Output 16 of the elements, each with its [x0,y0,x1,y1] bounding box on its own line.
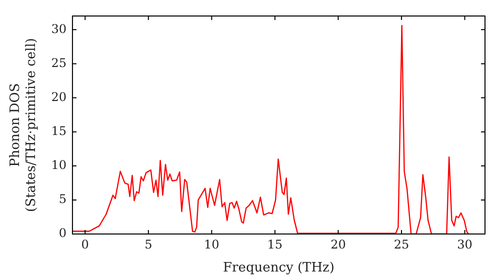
y-tick-label: 15 [51,124,66,138]
y-tick-label: 30 [51,22,66,36]
y-tick-label: 20 [51,90,66,104]
x-axis-title: Frequency (THz) [223,260,334,276]
x-tick-label: 25 [394,237,410,252]
x-tick-label: 10 [204,237,220,252]
y-axis-title: Phonon DOS (States/THz·primitive cell) [8,38,39,212]
x-tick-label: 30 [457,237,472,252]
x-tick-label: 15 [267,237,283,252]
y-tick-label: 25 [51,56,66,70]
x-tick-label: 0 [81,237,89,252]
y-tick-label: 10 [51,158,66,172]
y-tick-label: 0 [58,226,66,240]
x-tick-label: 20 [330,237,346,252]
y-tick-label: 5 [58,192,66,206]
x-tick-label: 5 [144,237,152,252]
